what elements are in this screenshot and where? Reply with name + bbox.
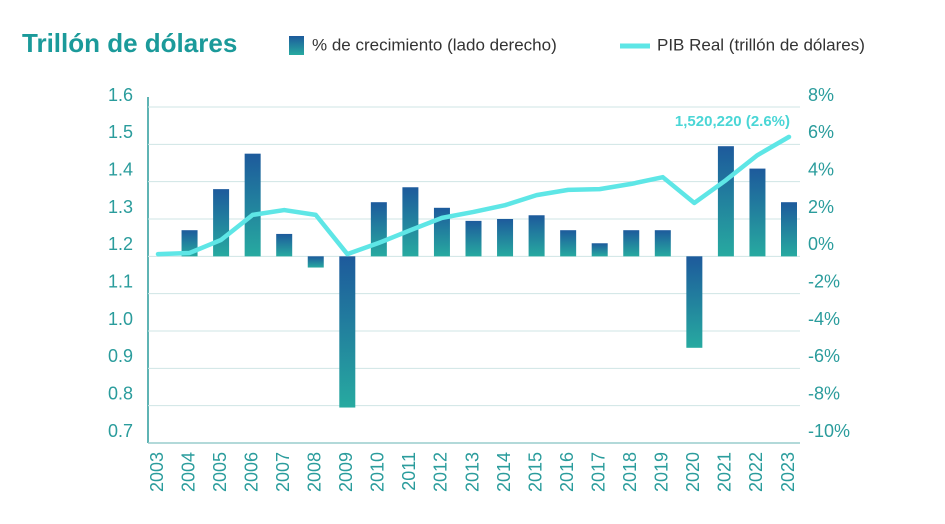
legend-label: PIB Real (trillón de dólares) bbox=[657, 35, 865, 54]
bar bbox=[528, 215, 545, 257]
x-tick-label: 2006 bbox=[241, 452, 261, 492]
x-tick-label: 2016 bbox=[557, 452, 577, 492]
x-tick-label: 2022 bbox=[746, 452, 766, 492]
bar bbox=[749, 168, 766, 257]
bar bbox=[623, 230, 640, 257]
y-tick-label: 1.4 bbox=[108, 159, 133, 179]
y2-tick-label: -8% bbox=[808, 383, 840, 403]
bar bbox=[465, 220, 482, 257]
x-tick-label: 2015 bbox=[525, 452, 545, 492]
bar bbox=[244, 153, 261, 257]
y2-tick-label: 8% bbox=[808, 85, 834, 105]
bar bbox=[276, 233, 293, 257]
y2-tick-label: -2% bbox=[808, 271, 840, 291]
x-tick-label: 2005 bbox=[210, 452, 230, 492]
bar bbox=[560, 230, 577, 257]
x-tick-label: 2019 bbox=[652, 452, 672, 492]
x-tick-label: 2004 bbox=[178, 452, 198, 492]
x-tick-label: 2010 bbox=[368, 452, 388, 492]
x-tick-label: 2012 bbox=[431, 452, 451, 492]
legend-label: % de crecimiento (lado derecho) bbox=[312, 35, 557, 54]
y-tick-label: 0.9 bbox=[108, 346, 133, 366]
y-tick-label: 0.7 bbox=[108, 421, 133, 441]
y-tick-label: 1.1 bbox=[108, 271, 133, 291]
x-tick-label: 2020 bbox=[683, 452, 703, 492]
y-tick-label: 1.5 bbox=[108, 122, 133, 142]
y2-tick-label: 6% bbox=[808, 122, 834, 142]
x-tick-label: 2023 bbox=[778, 452, 798, 492]
y2-tick-label: 4% bbox=[808, 159, 834, 179]
x-tick-label: 2014 bbox=[494, 452, 514, 492]
x-tick-label: 2017 bbox=[588, 452, 608, 492]
bar bbox=[591, 243, 608, 257]
y2-tick-label: -10% bbox=[808, 421, 850, 441]
chart-title: Trillón de dólares bbox=[22, 28, 237, 58]
bar bbox=[717, 146, 734, 257]
x-tick-label: 2009 bbox=[336, 452, 356, 492]
y-tick-label: 1.0 bbox=[108, 309, 133, 329]
bar bbox=[654, 230, 671, 257]
y-tick-label: 0.8 bbox=[108, 383, 133, 403]
bar bbox=[339, 256, 356, 408]
bar bbox=[781, 202, 797, 257]
x-tick-label: 2008 bbox=[305, 452, 325, 492]
bar bbox=[307, 256, 324, 268]
bar bbox=[402, 187, 419, 257]
bar bbox=[370, 202, 387, 257]
y2-tick-label: -4% bbox=[808, 309, 840, 329]
y-tick-label: 1.3 bbox=[108, 197, 133, 217]
y-tick-label: 1.2 bbox=[108, 234, 133, 254]
bar bbox=[686, 256, 703, 348]
legend-swatch bbox=[289, 36, 304, 55]
x-tick-label: 2013 bbox=[462, 452, 482, 492]
y2-tick-label: -6% bbox=[808, 346, 840, 366]
x-tick-label: 2011 bbox=[399, 452, 419, 491]
x-tick-label: 2007 bbox=[273, 452, 293, 492]
y2-tick-label: 0% bbox=[808, 234, 834, 254]
y2-tick-label: 2% bbox=[808, 197, 834, 217]
x-tick-label: 2018 bbox=[620, 452, 640, 492]
y-tick-label: 1.6 bbox=[108, 85, 133, 105]
line bbox=[155, 134, 792, 257]
annotation: 1,520,220 (2.6%) bbox=[675, 113, 790, 130]
bar bbox=[213, 189, 230, 257]
bar bbox=[497, 219, 514, 257]
x-tick-label: 2021 bbox=[715, 452, 735, 492]
x-tick-label: 2003 bbox=[147, 452, 167, 492]
